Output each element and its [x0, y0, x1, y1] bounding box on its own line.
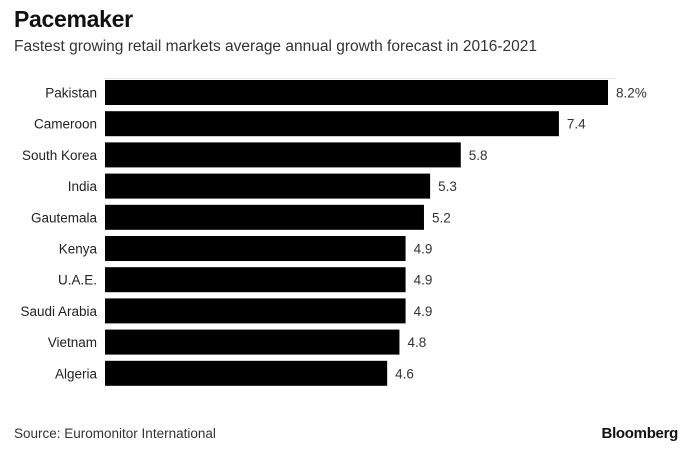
chart-subtitle: Fastest growing retail markets average a… — [14, 38, 537, 55]
bar-india — [105, 173, 431, 199]
top-divider — [105, 78, 615, 79]
category-label: India — [68, 179, 98, 194]
category-label: Algeria — [55, 366, 98, 381]
source-note: Source: Euromonitor International — [14, 426, 216, 441]
bar-kenya — [105, 236, 406, 261]
value-label: 5.2 — [432, 210, 451, 225]
category-label: Pakistan — [45, 86, 97, 101]
value-label: 4.9 — [414, 304, 433, 319]
bloomberg-logo: Bloomberg — [601, 425, 679, 442]
value-label: 8.2% — [616, 86, 647, 101]
bar-south-korea — [105, 142, 461, 168]
bar-gautemala — [105, 204, 424, 230]
category-label: Kenya — [59, 242, 98, 257]
value-label: 4.8 — [407, 335, 426, 350]
category-label: South Korea — [22, 148, 98, 163]
category-label: U.A.E. — [58, 273, 97, 288]
value-label: 4.6 — [395, 366, 414, 381]
category-label: Vietnam — [48, 335, 97, 350]
bar-vietnam — [105, 329, 400, 355]
value-label: 4.9 — [414, 242, 433, 257]
category-label: Cameroon — [34, 117, 97, 132]
category-label: Saudi Arabia — [20, 304, 97, 319]
bar-algeria — [105, 360, 388, 386]
value-label: 5.8 — [469, 148, 488, 163]
bar-cameroon — [105, 111, 559, 137]
bar-u-a-e — [105, 267, 406, 293]
chart-title: Pacemaker — [14, 6, 133, 32]
value-label: 4.9 — [414, 273, 433, 288]
value-label: 7.4 — [567, 117, 586, 132]
category-label: Gautemala — [31, 210, 98, 225]
bar-pakistan — [105, 80, 608, 105]
bar-saudi-arabia — [105, 298, 406, 324]
value-label: 5.3 — [438, 179, 457, 194]
